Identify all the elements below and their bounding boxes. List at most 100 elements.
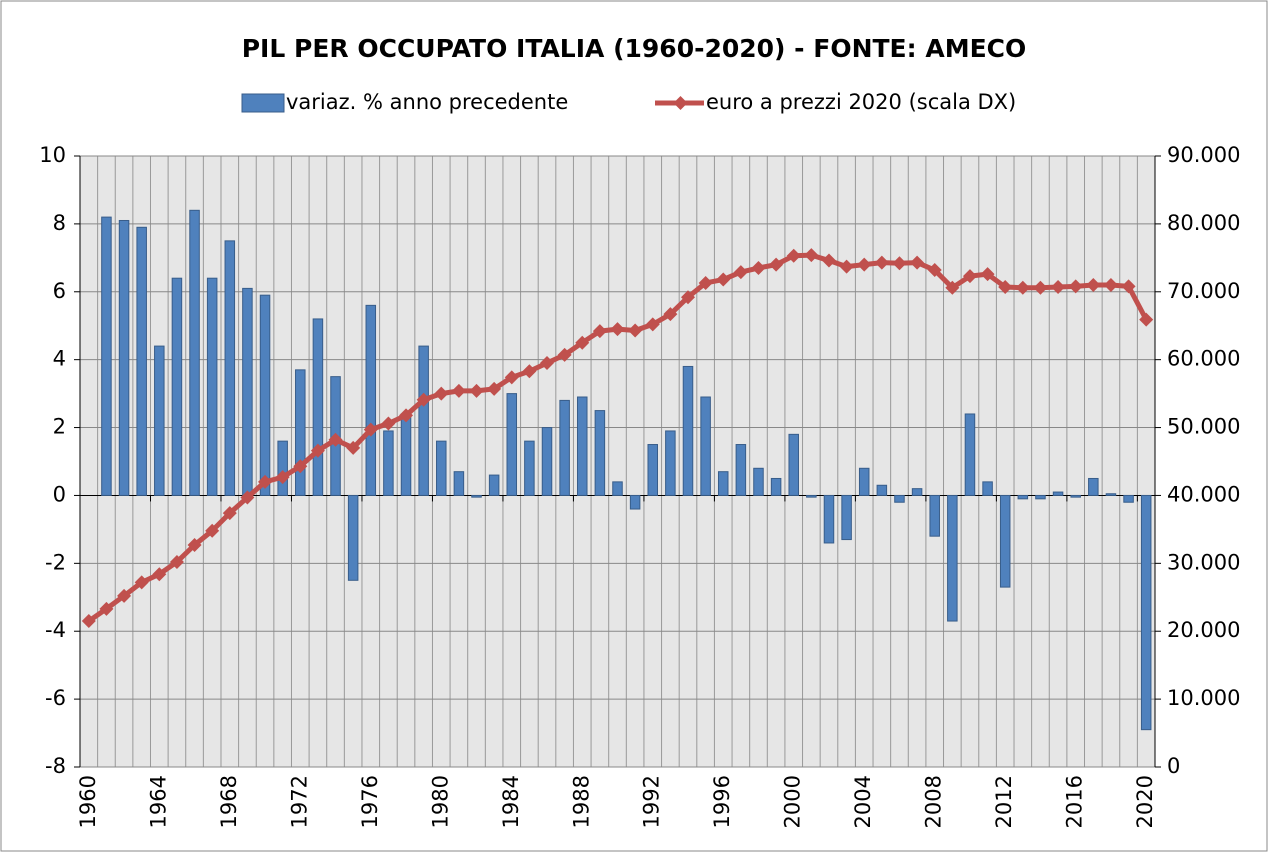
bar (1088, 477, 1099, 496)
bar (242, 287, 253, 496)
bar (1070, 494, 1081, 498)
bar (154, 345, 165, 496)
bar (788, 433, 799, 496)
y-tick-label: -4 (45, 618, 66, 642)
bar (295, 369, 306, 496)
y2-tick-label: 10.000 (1167, 686, 1240, 710)
bar (964, 413, 976, 496)
marker (169, 554, 184, 569)
x-tick-label: 1960 (76, 775, 100, 828)
marker (99, 601, 114, 616)
x-tick-label: 1996 (710, 775, 734, 828)
y-tick-label: 2 (53, 415, 66, 439)
marker (152, 567, 167, 582)
bar (841, 494, 852, 541)
bar (858, 467, 870, 496)
marker (117, 588, 132, 603)
bar (982, 481, 993, 496)
bar (665, 430, 676, 496)
y-tick-label: 0 (53, 482, 66, 506)
bar (576, 396, 588, 496)
marker (769, 257, 784, 272)
marker (910, 255, 925, 270)
bar (770, 477, 782, 496)
bar (488, 474, 500, 496)
marker (680, 290, 695, 305)
x-tick-label: 2004 (851, 775, 875, 828)
bar (277, 440, 288, 496)
bar (629, 494, 641, 510)
bar (594, 410, 606, 496)
marker (310, 443, 325, 458)
marker (240, 490, 255, 505)
marker (81, 614, 96, 629)
bar (911, 488, 923, 496)
y-tick-label: -2 (45, 550, 66, 574)
bar (1035, 494, 1046, 500)
x-tick-label: 1988 (569, 775, 593, 828)
marker (522, 364, 537, 379)
y-tick-label: 6 (53, 279, 66, 303)
bar (347, 494, 359, 581)
marker (998, 280, 1013, 295)
marker (222, 506, 237, 521)
legend-label: variaz. % anno precedente (286, 90, 568, 114)
legend-swatch (241, 93, 285, 113)
marker (416, 392, 431, 407)
marker (857, 257, 872, 272)
bar (189, 209, 200, 496)
bar (999, 494, 1011, 588)
bar (612, 481, 623, 496)
y2-tick-label: 60.000 (1167, 347, 1240, 371)
marker (821, 253, 836, 268)
x-tick-label: 1976 (358, 775, 382, 828)
bar (806, 494, 817, 498)
marker (1086, 277, 1101, 292)
legend-label: euro a prezzi 2020 (scala DX) (706, 90, 1016, 114)
marker (275, 470, 290, 485)
y2-tick-label: 90.000 (1167, 143, 1240, 167)
y2-tick-label: 30.000 (1167, 550, 1240, 574)
marker (258, 474, 273, 489)
bar (224, 240, 236, 496)
marker (557, 347, 572, 362)
marker (346, 440, 361, 455)
marker (874, 255, 889, 270)
x-tick-label: 1992 (640, 775, 664, 828)
bar (471, 494, 482, 498)
marker (540, 356, 555, 371)
x-tick-label: 2008 (922, 775, 946, 828)
legend-marker (673, 96, 688, 110)
marker (733, 265, 748, 280)
y-tick-label: -8 (45, 754, 66, 778)
x-tick-label: 1968 (217, 775, 241, 828)
bar (418, 345, 429, 496)
bar (453, 471, 465, 496)
marker (469, 383, 484, 398)
marker (363, 422, 378, 437)
bar (1123, 494, 1134, 503)
bar (894, 494, 905, 503)
x-tick-label: 1964 (146, 775, 170, 828)
marker (927, 263, 942, 278)
marker (134, 575, 149, 590)
y2-tick-label: 0 (1167, 754, 1180, 778)
bar (647, 444, 659, 496)
x-tick-label: 1972 (287, 775, 311, 828)
bar (559, 399, 570, 496)
bar (383, 430, 394, 496)
bar (118, 219, 130, 496)
bar (700, 396, 711, 496)
marker (592, 324, 607, 339)
x-tick-label: 2020 (1133, 775, 1157, 828)
bar (1052, 491, 1064, 496)
marker (187, 538, 202, 553)
marker (698, 275, 713, 290)
y-tick-label: 4 (53, 347, 66, 371)
marker (1139, 312, 1154, 327)
marker (451, 383, 466, 398)
y2-tick-label: 50.000 (1167, 415, 1240, 439)
y2-tick-label: 70.000 (1167, 279, 1240, 303)
